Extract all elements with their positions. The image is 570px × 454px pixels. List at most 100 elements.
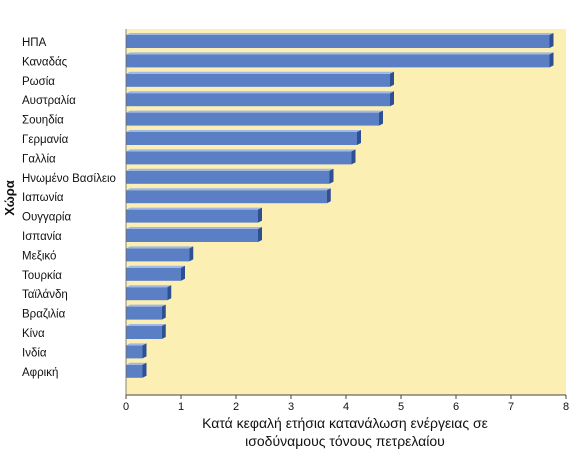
bar bbox=[126, 71, 394, 87]
x-tick-label: 7 bbox=[508, 401, 514, 413]
bar-side-face bbox=[161, 324, 166, 339]
bar bbox=[126, 265, 185, 281]
bar-side-face bbox=[357, 130, 361, 145]
x-tick-label: 4 bbox=[343, 401, 349, 413]
category-label: Ρωσία bbox=[22, 76, 55, 88]
x-tick-label: 6 bbox=[453, 401, 459, 413]
bar bbox=[126, 52, 554, 68]
bar-top-face bbox=[126, 52, 554, 55]
x-tick-label: 0 bbox=[123, 401, 129, 413]
bar bbox=[126, 168, 334, 184]
category-labels: ΗΠΑ Καναδάς Ρωσία Αυστραλία Σουηδία Γερμανία Γ… bbox=[22, 37, 116, 379]
bar bbox=[126, 362, 147, 378]
category-label: Ινδία bbox=[22, 347, 47, 359]
category-label: Κίνα bbox=[22, 328, 45, 340]
x-axis-label-line-1: Κατά κεφαλή ετήσια κατανάλωση ενέργειας … bbox=[202, 415, 488, 431]
bar-face bbox=[126, 73, 390, 87]
bar-top-face bbox=[126, 168, 334, 171]
bar-top-face bbox=[126, 324, 166, 326]
bar-face bbox=[126, 267, 181, 281]
bar-face bbox=[126, 54, 550, 68]
x-tick-labels: 0 1 2 3 4 5 6 7 8 bbox=[123, 395, 569, 413]
category-label: Σουηδία bbox=[22, 115, 64, 127]
bar-top-face bbox=[126, 246, 194, 249]
x-tick-label: 5 bbox=[398, 401, 404, 413]
bar-top-face bbox=[126, 110, 383, 113]
bar-top-face bbox=[126, 149, 356, 152]
bar-face bbox=[126, 112, 379, 126]
category-label: Καναδάς bbox=[22, 56, 68, 68]
bar-face bbox=[126, 190, 327, 204]
bar bbox=[126, 207, 262, 223]
bar bbox=[126, 246, 194, 262]
category-label: Γαλλία bbox=[22, 153, 56, 165]
bar-side-face bbox=[161, 304, 166, 320]
bar bbox=[126, 91, 394, 107]
bar bbox=[126, 227, 262, 242]
x-tick-label: 1 bbox=[178, 401, 184, 413]
category-label: Βραζιλία bbox=[22, 309, 66, 321]
bar-top-face bbox=[126, 304, 166, 307]
bar-face bbox=[126, 170, 330, 184]
bar-face bbox=[126, 132, 357, 145]
bar-face bbox=[126, 345, 143, 359]
bar-side-face bbox=[329, 168, 334, 184]
bar-top-face bbox=[126, 265, 185, 268]
y-axis-label: Χώρα bbox=[2, 180, 17, 216]
bar-top-face bbox=[126, 227, 262, 229]
bar-face bbox=[126, 326, 162, 339]
category-label: Μεξικό bbox=[22, 250, 56, 262]
category-label: Γερμανία bbox=[22, 134, 69, 146]
bar bbox=[126, 130, 361, 145]
bar-face bbox=[126, 306, 162, 320]
bar bbox=[126, 188, 331, 204]
category-label: Ταϊλάνδη bbox=[22, 289, 68, 301]
bar-face bbox=[126, 93, 390, 107]
bar-side-face bbox=[390, 71, 394, 87]
bar-face bbox=[126, 248, 190, 262]
bar-side-face bbox=[181, 265, 185, 281]
bar bbox=[126, 285, 172, 301]
bar bbox=[126, 343, 147, 359]
bar bbox=[126, 324, 166, 339]
bar-top-face bbox=[126, 343, 147, 346]
bar-side-face bbox=[549, 52, 554, 68]
x-tick-label: 3 bbox=[288, 401, 294, 413]
bar-side-face bbox=[142, 362, 147, 378]
bar-side-face bbox=[258, 207, 262, 223]
x-axis-label-line-2: ισοδύναμους τόνους πετρελαίου bbox=[245, 433, 445, 449]
bar-side-face bbox=[142, 343, 147, 359]
category-label: Ουγγαρία bbox=[22, 212, 71, 224]
bar bbox=[126, 149, 356, 165]
bar-top-face bbox=[126, 33, 554, 35]
bar bbox=[126, 33, 554, 48]
bar-face bbox=[126, 287, 168, 301]
bar-top-face bbox=[126, 207, 262, 210]
bar-top-face bbox=[126, 362, 147, 365]
category-label: Ιαπωνία bbox=[22, 192, 64, 204]
bar-side-face bbox=[549, 33, 554, 48]
bar-side-face bbox=[189, 246, 194, 262]
bar-top-face bbox=[126, 285, 172, 288]
bar-top-face bbox=[126, 130, 361, 132]
bar-face bbox=[126, 209, 258, 223]
x-tick-label: 8 bbox=[563, 401, 569, 413]
bar-face bbox=[126, 151, 352, 165]
bar-side-face bbox=[167, 285, 172, 301]
category-label: Τουρκία bbox=[22, 270, 62, 282]
bar-top-face bbox=[126, 91, 394, 94]
bar-side-face bbox=[326, 188, 331, 204]
category-label: Αφρική bbox=[22, 367, 58, 379]
x-tick-label: 2 bbox=[233, 401, 239, 413]
category-label: Ηνωμένο Βασίλειο bbox=[22, 173, 116, 185]
category-label: ΗΠΑ bbox=[22, 37, 47, 49]
bar bbox=[126, 304, 166, 320]
category-label: Αυστραλία bbox=[22, 95, 76, 107]
bar-side-face bbox=[390, 91, 394, 107]
bar-face bbox=[126, 35, 550, 48]
bar-top-face bbox=[126, 188, 331, 191]
bar-top-face bbox=[126, 71, 394, 74]
bar bbox=[126, 110, 383, 126]
category-label: Ισπανία bbox=[22, 231, 62, 243]
